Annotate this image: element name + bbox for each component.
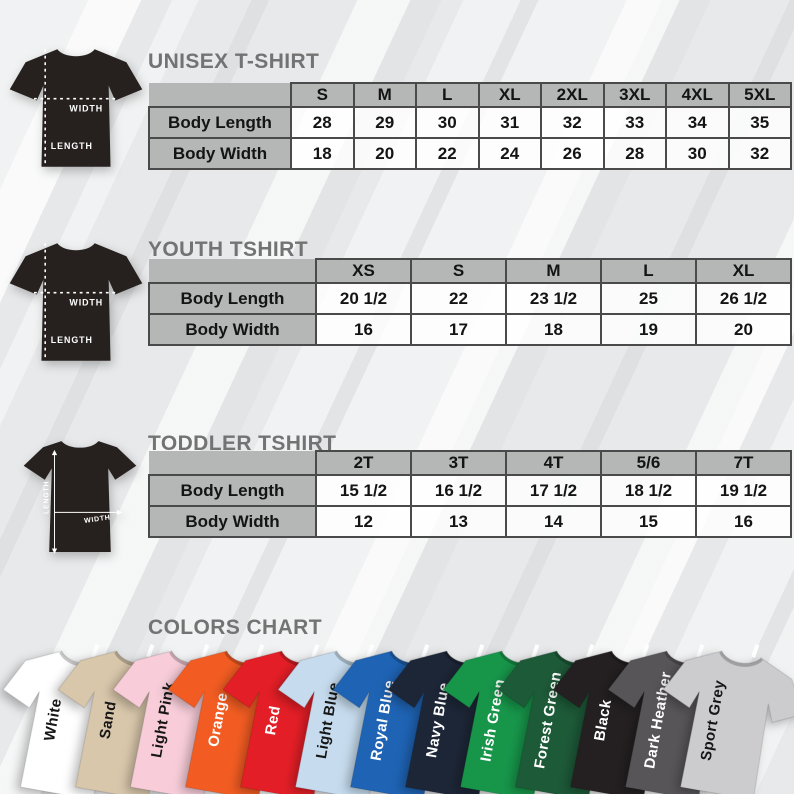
- row-label: Body Width: [148, 505, 317, 538]
- size-value-cell: 19 1/2: [695, 474, 792, 507]
- unisex-shirt-diagram: WIDTH LENGTH: [9, 49, 143, 167]
- row-label: Body Length: [148, 282, 317, 315]
- toddler-shirt-diagram: LENGTH WIDTH: [23, 441, 137, 554]
- size-column-header: 2XL: [540, 82, 605, 108]
- row-label: Body Width: [148, 137, 292, 170]
- size-value-cell: 18: [290, 137, 355, 170]
- size-value-cell: 22: [410, 282, 507, 315]
- size-value-cell: 26 1/2: [695, 282, 792, 315]
- size-value-cell: 30: [415, 106, 480, 139]
- youth-size-table: XS S M L XL Body Length 20 1/2 22 23 1/2…: [148, 258, 792, 346]
- size-column-header: XS: [315, 258, 412, 284]
- size-value-cell: 30: [665, 137, 730, 170]
- table-spacer: [149, 83, 291, 107]
- width-label: WIDTH: [84, 514, 111, 525]
- size-value-cell: 12: [315, 505, 412, 538]
- table-row: Body Width 16 17 18 19 20: [148, 313, 792, 346]
- size-value-cell: 20 1/2: [315, 282, 412, 315]
- collar-line: [719, 650, 763, 667]
- size-value-cell: 23 1/2: [505, 282, 602, 315]
- size-value-cell: 32: [727, 137, 792, 170]
- size-column-header: S: [410, 258, 507, 284]
- length-label: LENGTH: [51, 335, 93, 345]
- size-column-header: 7T: [695, 450, 792, 476]
- size-value-cell: 16: [315, 313, 412, 346]
- table-row: S M L XL 2XL 3XL 4XL 5XL: [149, 82, 792, 108]
- width-label: WIDTH: [69, 298, 103, 308]
- color-shirt-sport-grey: Sport Grey: [640, 628, 794, 794]
- size-column-header: L: [600, 258, 697, 284]
- size-column-header: 4XL: [665, 82, 730, 108]
- size-column-header: 4T: [505, 450, 602, 476]
- size-column-header: 2T: [315, 450, 412, 476]
- size-column-header: 3XL: [602, 82, 667, 108]
- table-row: Body Length 28 29 30 31 32 33 34 35: [148, 106, 792, 139]
- size-value-cell: 31: [477, 106, 542, 139]
- arrowhead: [51, 449, 58, 456]
- size-value-cell: 24: [477, 137, 542, 170]
- arrowhead: [116, 509, 123, 515]
- table-row: Body Width 18 20 22 24 26 28 30 32: [148, 137, 792, 170]
- size-value-cell: 19: [600, 313, 697, 346]
- size-value-cell: 28: [290, 106, 355, 139]
- size-value-cell: 18: [505, 313, 602, 346]
- table-spacer: [149, 259, 316, 283]
- size-value-cell: 20: [695, 313, 792, 346]
- size-column-header: 3T: [410, 450, 507, 476]
- size-value-cell: 18 1/2: [600, 474, 697, 507]
- toddler-size-table: 2T 3T 4T 5/6 7T Body Length 15 1/2 16 1/…: [148, 450, 792, 538]
- youth-section-title: YOUTH TSHIRT: [148, 238, 308, 261]
- length-label: LENGTH: [43, 481, 50, 514]
- size-value-cell: 15: [600, 505, 697, 538]
- size-value-cell: 29: [352, 106, 417, 139]
- table-row: Body Length 15 1/2 16 1/2 17 1/2 18 1/2 …: [148, 474, 792, 507]
- size-column-header: M: [505, 258, 602, 284]
- size-value-cell: 35: [727, 106, 792, 139]
- width-label: WIDTH: [69, 104, 103, 114]
- size-column-header: 5/6: [600, 450, 697, 476]
- size-value-cell: 34: [665, 106, 730, 139]
- row-label: Body Width: [148, 313, 317, 346]
- tshirt-image: [646, 641, 794, 794]
- size-column-header: XL: [695, 258, 792, 284]
- table-row: 2T 3T 4T 5/6 7T: [149, 450, 792, 476]
- size-value-cell: 20: [352, 137, 417, 170]
- size-value-cell: 16: [695, 505, 792, 538]
- table-row: XS S M L XL: [149, 258, 792, 284]
- length-label: LENGTH: [51, 141, 93, 151]
- size-value-cell: 14: [505, 505, 602, 538]
- size-value-cell: 17: [410, 313, 507, 346]
- size-value-cell: 22: [415, 137, 480, 170]
- size-value-cell: 25: [600, 282, 697, 315]
- size-column-header: XL: [477, 82, 542, 108]
- unisex-size-table: S M L XL 2XL 3XL 4XL 5XL Body Length 28 …: [148, 82, 792, 170]
- size-column-header: 5XL: [727, 82, 792, 108]
- size-value-cell: 28: [602, 137, 667, 170]
- size-column-header: L: [415, 82, 480, 108]
- youth-shirt-diagram: WIDTH LENGTH: [9, 243, 143, 361]
- size-column-header: S: [290, 82, 355, 108]
- toddler-section-title: TODDLER TSHIRT: [148, 432, 337, 455]
- row-label: Body Length: [148, 474, 317, 507]
- table-row: Body Width 12 13 14 15 16: [148, 505, 792, 538]
- table-row: Body Length 20 1/2 22 23 1/2 25 26 1/2: [148, 282, 792, 315]
- size-value-cell: 13: [410, 505, 507, 538]
- unisex-section-title: UNISEX T-SHIRT: [148, 50, 320, 73]
- size-value-cell: 15 1/2: [315, 474, 412, 507]
- size-value-cell: 17 1/2: [505, 474, 602, 507]
- row-label: Body Length: [148, 106, 292, 139]
- colors-row: White Sand Light Pink Orange: [0, 636, 794, 794]
- size-value-cell: 16 1/2: [410, 474, 507, 507]
- size-value-cell: 32: [540, 106, 605, 139]
- table-spacer: [149, 451, 316, 475]
- size-value-cell: 33: [602, 106, 667, 139]
- tshirt-shape: [23, 441, 137, 552]
- size-column-header: M: [352, 82, 417, 108]
- arrowhead: [51, 548, 58, 554]
- size-value-cell: 26: [540, 137, 605, 170]
